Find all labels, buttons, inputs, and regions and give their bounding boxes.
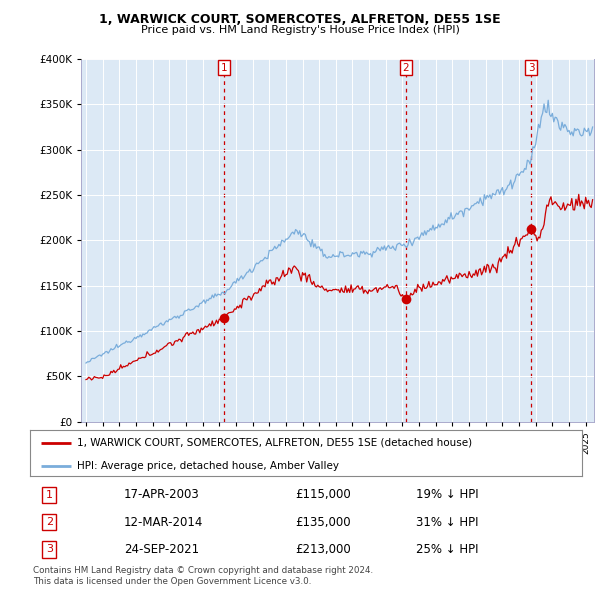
Text: £115,000: £115,000	[295, 489, 351, 502]
Text: 24-SEP-2021: 24-SEP-2021	[124, 543, 199, 556]
Text: 1, WARWICK COURT, SOMERCOTES, ALFRETON, DE55 1SE: 1, WARWICK COURT, SOMERCOTES, ALFRETON, …	[99, 13, 501, 26]
Text: 2: 2	[403, 63, 409, 73]
Text: 19% ↓ HPI: 19% ↓ HPI	[416, 489, 479, 502]
Text: HPI: Average price, detached house, Amber Valley: HPI: Average price, detached house, Ambe…	[77, 461, 339, 471]
Text: £135,000: £135,000	[295, 516, 350, 529]
Text: 25% ↓ HPI: 25% ↓ HPI	[416, 543, 479, 556]
Text: 3: 3	[528, 63, 535, 73]
Text: 3: 3	[46, 545, 53, 555]
Text: 2: 2	[46, 517, 53, 527]
Text: 1: 1	[46, 490, 53, 500]
Text: Price paid vs. HM Land Registry's House Price Index (HPI): Price paid vs. HM Land Registry's House …	[140, 25, 460, 35]
Text: 1, WARWICK COURT, SOMERCOTES, ALFRETON, DE55 1SE (detached house): 1, WARWICK COURT, SOMERCOTES, ALFRETON, …	[77, 438, 472, 448]
Text: 1: 1	[221, 63, 227, 73]
Text: 31% ↓ HPI: 31% ↓ HPI	[416, 516, 479, 529]
Text: 17-APR-2003: 17-APR-2003	[124, 489, 200, 502]
Text: 12-MAR-2014: 12-MAR-2014	[124, 516, 203, 529]
Text: Contains HM Land Registry data © Crown copyright and database right 2024.
This d: Contains HM Land Registry data © Crown c…	[33, 566, 373, 586]
Text: £213,000: £213,000	[295, 543, 351, 556]
